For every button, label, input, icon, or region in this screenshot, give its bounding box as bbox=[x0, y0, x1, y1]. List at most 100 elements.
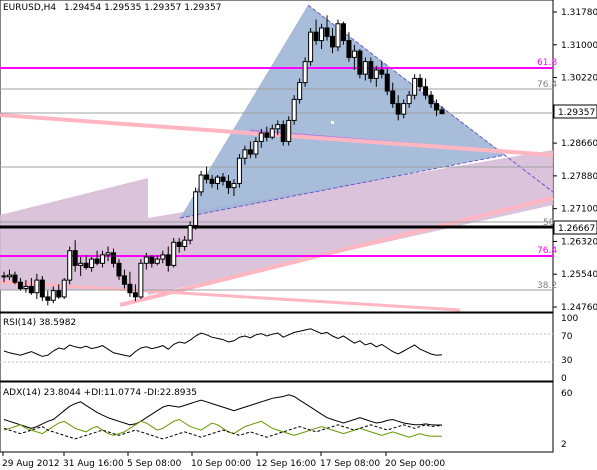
price-axis[interactable]: 1.31780 1.31000 1.30220 1.28660 1.27880 1.271… bbox=[553, 8, 597, 313]
candle bbox=[330, 27, 335, 54]
fib-label-764-top: 76.4 bbox=[537, 80, 557, 90]
candle bbox=[357, 48, 363, 79]
candle bbox=[308, 27, 314, 66]
price-tick-label: 1.31000 bbox=[561, 41, 597, 51]
candle bbox=[45, 290, 51, 306]
candle bbox=[269, 124, 275, 140]
candle bbox=[67, 246, 73, 285]
price-tick-label: 1.31780 bbox=[561, 8, 597, 18]
candle bbox=[220, 172, 226, 186]
di-minus-line bbox=[3, 424, 442, 440]
rsi-axis: 100 70 30 0 bbox=[561, 314, 578, 384]
candle bbox=[346, 32, 352, 62]
candle bbox=[12, 271, 18, 285]
candle bbox=[56, 284, 62, 300]
candle bbox=[1, 271, 7, 283]
ohlc-label: 1.29454 1.29535 1.29357 1.29357 bbox=[64, 3, 221, 13]
price-tick-label: 1.26320 bbox=[561, 237, 597, 247]
adx-tick-label: 2 bbox=[561, 440, 567, 450]
candle bbox=[319, 23, 325, 49]
candle bbox=[242, 145, 248, 165]
candle bbox=[154, 254, 160, 266]
candle bbox=[34, 273, 40, 300]
candle bbox=[89, 256, 95, 272]
candle bbox=[384, 67, 390, 96]
fib-label-382: 38.2 bbox=[537, 281, 557, 291]
triangle-base-line bbox=[179, 154, 506, 219]
candle bbox=[253, 137, 259, 159]
adx-line bbox=[3, 394, 442, 429]
candle bbox=[138, 259, 144, 300]
candle bbox=[50, 286, 56, 304]
time-axis[interactable]: 29 Aug 2012 31 Aug 16:00 5 Sep 08:00 10 Sep… bbox=[2, 452, 445, 469]
time-tick-label: 20 Sep 00:00 bbox=[385, 459, 445, 469]
candle bbox=[368, 57, 374, 83]
candle bbox=[215, 175, 221, 190]
time-tick-label: 12 Sep 16:00 bbox=[256, 459, 316, 469]
candle bbox=[209, 175, 215, 188]
candle bbox=[28, 278, 34, 295]
candle bbox=[225, 175, 231, 194]
candle bbox=[406, 91, 412, 108]
candle bbox=[434, 99, 440, 117]
candle bbox=[395, 95, 401, 121]
rsi-line bbox=[3, 328, 443, 357]
candlestick-series bbox=[1, 15, 445, 306]
candle bbox=[160, 250, 166, 264]
candle bbox=[17, 278, 23, 291]
candle bbox=[439, 106, 445, 115]
candle bbox=[335, 19, 341, 52]
candle bbox=[231, 179, 237, 197]
triangle-pattern bbox=[180, 5, 505, 218]
candle bbox=[127, 271, 133, 297]
current-price-badge bbox=[553, 104, 597, 119]
fib-label-618: 61.8 bbox=[537, 58, 557, 68]
time-tick-label: 29 Aug 2012 bbox=[2, 459, 60, 469]
pink-channel-lower bbox=[119, 196, 554, 307]
level-price-badge bbox=[553, 220, 597, 235]
candle bbox=[286, 116, 292, 146]
candle bbox=[412, 74, 418, 100]
candle bbox=[116, 259, 122, 281]
candle bbox=[83, 254, 89, 270]
candle bbox=[6, 269, 12, 281]
candle bbox=[264, 126, 270, 142]
candle bbox=[258, 128, 264, 148]
adx-axis: 60 2 bbox=[561, 389, 573, 450]
pink-channel-bottom bbox=[0, 280, 461, 312]
rsi-tick-label: 0 bbox=[561, 374, 567, 384]
candle bbox=[182, 235, 188, 251]
rsi-panel[interactable] bbox=[0, 312, 554, 382]
candle bbox=[143, 252, 149, 270]
candle bbox=[171, 238, 177, 268]
current-price-value: 1.29357 bbox=[558, 108, 595, 118]
level-price-value: 1.26667 bbox=[558, 224, 595, 234]
pink-channel-upper bbox=[0, 113, 554, 157]
candle bbox=[149, 254, 155, 268]
price-tick-label: 1.28660 bbox=[561, 139, 597, 149]
candle bbox=[351, 44, 357, 70]
adx-panel[interactable] bbox=[0, 381, 554, 453]
candle bbox=[302, 57, 308, 87]
candle bbox=[236, 154, 242, 188]
adx-label: ADX(14) 23.8044 +DI:11.0774 -DI:22.8935 bbox=[3, 388, 197, 398]
candle bbox=[39, 275, 45, 302]
rsi-label: RSI(14) 38.5982 bbox=[3, 318, 76, 328]
candle bbox=[132, 284, 138, 302]
candle bbox=[401, 99, 407, 119]
rsi-tick-label: 30 bbox=[561, 356, 573, 366]
candle bbox=[198, 170, 204, 197]
candle bbox=[204, 166, 210, 184]
candle bbox=[362, 57, 368, 81]
rsi-tick-label: 100 bbox=[561, 314, 578, 324]
di-plus-line bbox=[3, 418, 442, 438]
price-tick-label: 1.24760 bbox=[561, 303, 597, 313]
candle bbox=[313, 19, 319, 45]
candle bbox=[390, 82, 396, 108]
candle bbox=[165, 246, 171, 272]
candle bbox=[187, 221, 193, 245]
candle bbox=[61, 278, 67, 300]
candle bbox=[247, 141, 253, 159]
